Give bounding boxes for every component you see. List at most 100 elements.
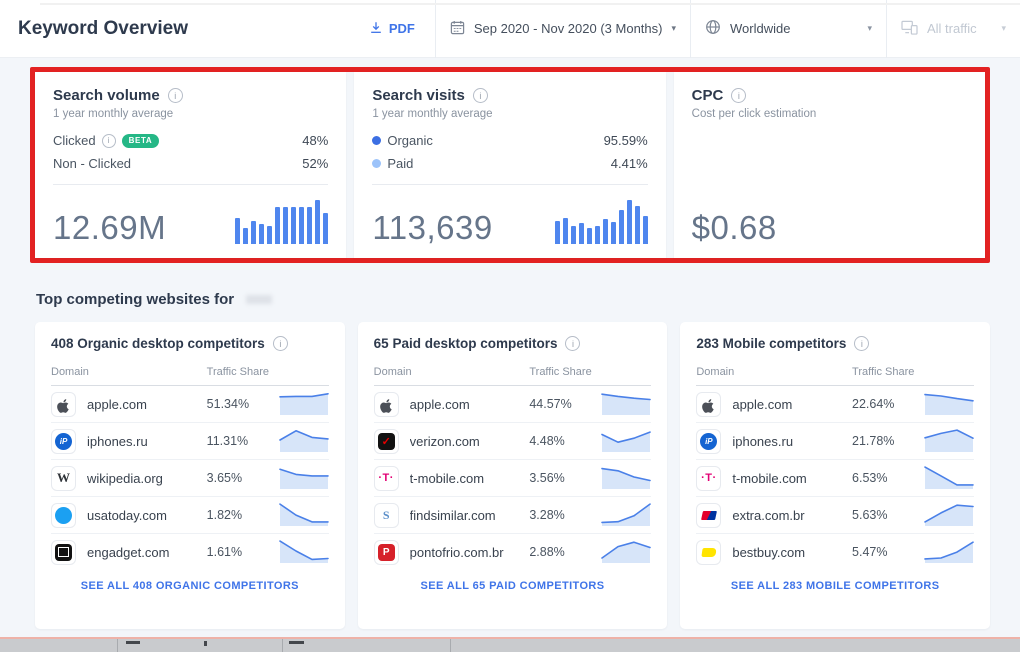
traffic-share-value: 44.57% (529, 397, 572, 411)
column-header-domain: Domain (696, 366, 735, 378)
pdf-label: PDF (388, 21, 415, 36)
divider (282, 639, 283, 652)
clicked-value: 48% (302, 133, 329, 148)
region-value: Worldwide (730, 21, 791, 36)
cropped-icon (204, 641, 207, 646)
card-subtitle: Cost per click estimation (691, 108, 817, 120)
info-icon[interactable]: i (565, 336, 581, 351)
cropped-icon (126, 641, 140, 644)
organic-value: 95.59% (603, 133, 648, 148)
domain-label: findsimilar.com (409, 507, 496, 523)
non-clicked-stat-row: Non - Clicked 52% (53, 156, 328, 171)
date-range-picker[interactable]: Sep 2020 - Nov 2020 (3 Months) ▾ (434, 0, 690, 58)
globe-icon (705, 19, 721, 38)
see-all-link[interactable]: SEE ALL 408 ORGANIC COMPETITORS (80, 580, 299, 592)
clicked-stat-row: Clicked i BETA 48% (53, 133, 328, 148)
wikipedia-favicon: W (51, 465, 76, 491)
cpc-total: $0.68 (691, 209, 777, 246)
trend-sparkline (601, 464, 652, 492)
region-selector[interactable]: Worldwide ▾ (690, 0, 886, 58)
pdf-export-button[interactable]: PDF (349, 20, 435, 38)
info-icon[interactable]: i (731, 88, 747, 103)
competitor-row[interactable]: bestbuy.com 5.47% (696, 534, 974, 570)
divider (53, 184, 329, 185)
domain-label: t-mobile.com (409, 470, 485, 486)
calendar-icon (450, 20, 465, 38)
traffic-share-value: 3.65% (206, 471, 243, 485)
t-mobile-favicon: ·T· (373, 465, 399, 491)
search-visits-total: 113,639 (372, 209, 493, 246)
competitor-row[interactable]: ✓ verizon.com 4.48% (373, 423, 652, 460)
trend-sparkline (278, 464, 329, 492)
card-title: Search volume (53, 87, 160, 104)
card-title: 65 Paid desktop competitors (373, 336, 558, 351)
competitor-row[interactable]: iP iphones.ru 21.78% (696, 423, 975, 460)
highlight-rectangle: Search volume i 1 year monthly average C… (30, 67, 990, 263)
paid-label: Paid (387, 156, 414, 171)
competitor-row[interactable]: W wikipedia.org 3.65% (51, 460, 329, 497)
domain-label: bestbuy.com (732, 544, 806, 560)
traffic-share-value: 6.53% (852, 471, 888, 485)
competitors-card: 408 Organic desktop competitors i Domain… (35, 322, 345, 629)
competitor-table: apple.com 44.57% ✓ verizon.com 4.48% ·T·… (373, 386, 652, 570)
competitor-row[interactable]: ·T· t-mobile.com 3.56% (373, 460, 652, 497)
traffic-filter-selector[interactable]: All traffic ▾ (886, 0, 1020, 58)
redacted-keyword (246, 295, 273, 304)
cpc-card: CPC i Cost per click estimation $0.68 (673, 72, 985, 258)
trend-sparkline (601, 538, 652, 566)
column-header-traffic-share: Traffic Share (206, 366, 270, 378)
trend-sparkline (278, 390, 329, 418)
card-subtitle: 1 year monthly average (372, 108, 493, 120)
traffic-share-value: 1.82% (206, 508, 243, 522)
domain-label: engadget.com (87, 544, 170, 560)
domain-label: iphones.ru (87, 433, 148, 449)
competitor-row[interactable]: apple.com 22.64% (696, 386, 975, 423)
traffic-share-value: 51.34% (206, 397, 250, 411)
domain-label: pontofrio.com.br (409, 544, 504, 560)
pontofrio-favicon: P (373, 539, 399, 565)
competitor-row[interactable]: ·T· t-mobile.com 6.53% (696, 460, 975, 497)
trend-sparkline (924, 501, 974, 529)
info-icon[interactable]: i (101, 133, 116, 148)
info-icon[interactable]: i (472, 88, 488, 103)
verizon-favicon: ✓ (373, 428, 399, 454)
competitor-row[interactable]: apple.com 51.34% (51, 386, 329, 423)
trend-sparkline (601, 501, 652, 529)
competitor-row[interactable]: iP iphones.ru 11.31% (51, 423, 329, 460)
beta-badge: BETA (121, 133, 160, 148)
competitor-row[interactable]: engadget.com 1.61% (51, 534, 329, 570)
competitor-cards-row: 408 Organic desktop competitors i Domain… (35, 322, 991, 629)
domain-label: iphones.ru (732, 433, 794, 449)
see-all-link[interactable]: SEE ALL 283 MOBILE COMPETITORS (730, 580, 940, 592)
findsimilar-favicon: S (373, 502, 399, 528)
traffic-share-value: 21.78% (852, 434, 895, 448)
competitor-row[interactable]: P pontofrio.com.br 2.88% (373, 534, 652, 570)
trend-sparkline (924, 464, 974, 492)
non-clicked-value: 52% (302, 156, 329, 171)
info-icon[interactable]: i (272, 336, 288, 351)
domain-label: apple.com (732, 396, 793, 412)
domain-label: usatoday.com (87, 507, 167, 523)
trend-sparkline (601, 390, 652, 418)
competitor-table: apple.com 51.34% iP iphones.ru 11.31% W … (51, 386, 329, 570)
traffic-filter-value: All traffic (927, 21, 977, 36)
info-icon[interactable]: i (854, 336, 870, 351)
competitor-row[interactable]: S findsimilar.com 3.28% (373, 497, 652, 534)
search-volume-card: Search volume i 1 year monthly average C… (35, 72, 347, 258)
info-icon[interactable]: i (167, 88, 183, 103)
competitors-section-title: Top competing websites for (36, 291, 1020, 308)
download-icon (369, 20, 383, 38)
see-all-link[interactable]: SEE ALL 65 PAID COMPETITORS (420, 580, 605, 592)
domain-label: t-mobile.com (732, 470, 807, 486)
competitor-row[interactable]: usatoday.com 1.82% (51, 497, 329, 534)
organic-stat-row: Organic 95.59% (372, 133, 648, 148)
competitors-card: 65 Paid desktop competitors i Domain Tra… (357, 322, 668, 629)
domain-label: apple.com (409, 396, 470, 412)
engadget-favicon (51, 539, 76, 565)
divider (117, 639, 118, 652)
column-header-domain: Domain (373, 366, 412, 378)
competitor-row[interactable]: apple.com 44.57% (373, 386, 652, 423)
competitor-row[interactable]: extra.com.br 5.63% (696, 497, 975, 534)
chevron-down-icon: ▾ (671, 23, 676, 33)
column-header-domain: Domain (51, 366, 89, 378)
